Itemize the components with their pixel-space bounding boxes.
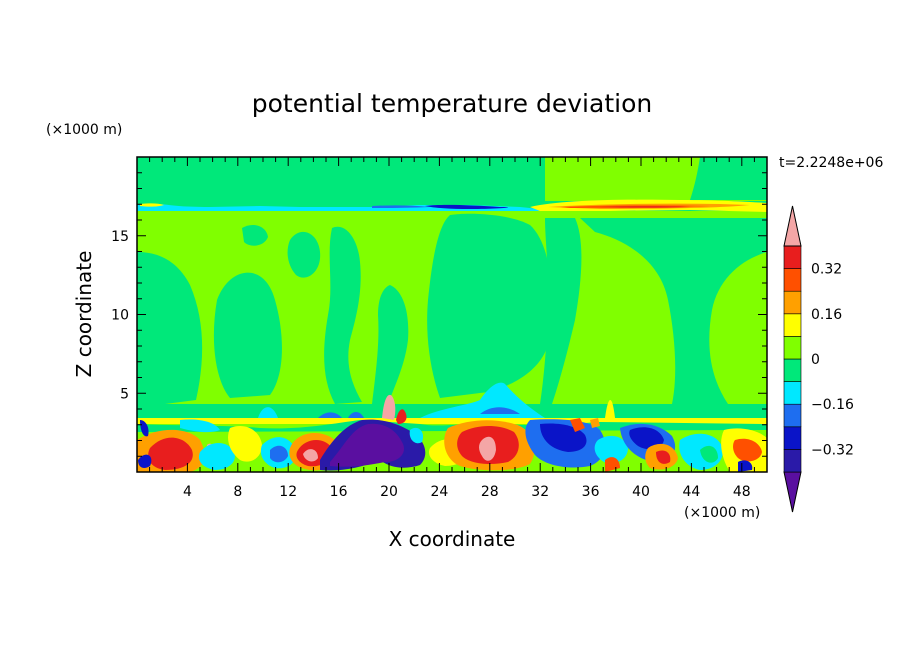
x-axis-title: X coordinate — [389, 527, 516, 551]
chart-title: potential temperature deviation — [252, 89, 652, 118]
x-tick-label: 8 — [233, 484, 242, 500]
colorbar-level-box — [783, 245, 802, 269]
colorbar-level-box — [783, 381, 802, 405]
colorbar-level-box — [783, 358, 802, 382]
colorbar-level-box — [783, 336, 802, 360]
x-axis: 4 8 12 16 20 24 28 32 36 40 44 48 — [149, 157, 755, 500]
colorbar-label: 0.32 — [811, 262, 842, 278]
colorbar-extension-low — [783, 471, 802, 513]
colorbar-level-box — [783, 449, 802, 473]
colorbar-level-box — [783, 268, 802, 292]
colorbar-level-box — [783, 426, 802, 450]
time-label: t=2.2248e+06 — [779, 155, 883, 171]
x-tick-label: 48 — [733, 484, 751, 500]
colorbar-level-box — [783, 313, 802, 337]
x-tick-label: 32 — [531, 484, 549, 500]
y-tick-label: 5 — [120, 386, 129, 402]
x-tick-label: 28 — [481, 484, 499, 500]
x-tick-label: 12 — [279, 484, 297, 500]
colorbar-label: −0.16 — [811, 397, 854, 413]
x-tick-label: 44 — [682, 484, 700, 500]
colorbar-label: 0 — [811, 352, 820, 368]
y-unit-label: (×1000 m) — [46, 122, 122, 138]
contour-field — [137, 157, 767, 472]
y-axis: 5 10 15 — [111, 172, 767, 457]
x-unit-label: (×1000 m) — [684, 505, 760, 521]
x-tick-label: 24 — [430, 484, 448, 500]
colorbar-level-box — [783, 290, 802, 315]
y-axis-title: Z coordinate — [72, 251, 96, 378]
x-tick-label: 4 — [183, 484, 192, 500]
colorbar-extension-high — [783, 205, 802, 247]
x-tick-label: 16 — [330, 484, 348, 500]
y-tick-label: 10 — [111, 308, 129, 324]
x-tick-label: 20 — [380, 484, 398, 500]
y-tick-label: 15 — [111, 229, 129, 245]
colorbar-level-box — [783, 403, 802, 428]
colorbar-label: 0.16 — [811, 307, 842, 323]
colorbar-label: −0.32 — [811, 442, 854, 458]
x-tick-label: 36 — [582, 484, 600, 500]
colorbar: 0.32 0.16 0 −0.16 −0.32 — [783, 205, 854, 513]
x-tick-label: 40 — [632, 484, 650, 500]
